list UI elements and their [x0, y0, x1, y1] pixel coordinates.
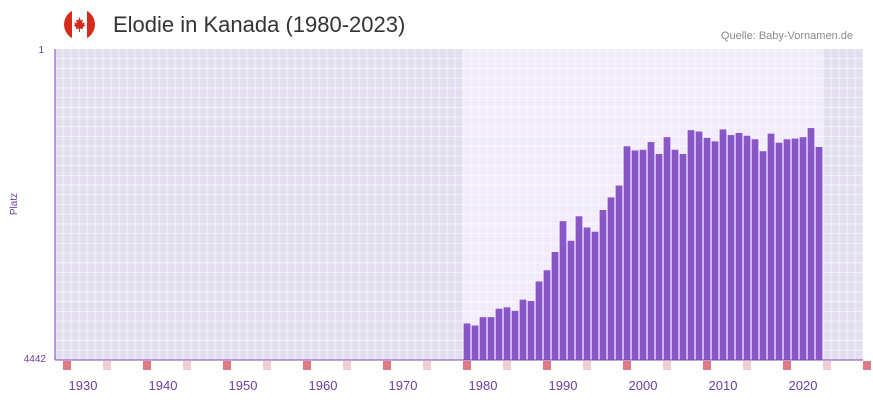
- year-marker-1993: [583, 361, 591, 370]
- year-marker-1998: [623, 361, 631, 370]
- bar-1998: [623, 146, 631, 360]
- bar-2011: [727, 135, 735, 360]
- year-marker-1983: [503, 361, 511, 370]
- bar-1981: [487, 317, 495, 360]
- bar-2015: [759, 151, 767, 360]
- year-marker-2023: [823, 361, 831, 370]
- year-marker-1978: [463, 361, 471, 370]
- bar-2020: [799, 137, 807, 360]
- year-marker-2008: [703, 361, 711, 370]
- bar-2013: [743, 135, 751, 360]
- bar-2012: [735, 132, 743, 360]
- bar-1984: [511, 310, 519, 360]
- year-marker-2018: [783, 361, 791, 370]
- year-marker-1968: [383, 361, 391, 370]
- bar-2008: [703, 137, 711, 360]
- bar-1990: [559, 221, 567, 360]
- year-marker-2028: [863, 361, 871, 370]
- bar-2016: [767, 133, 775, 360]
- x-tick-label-2010: 2010: [709, 378, 738, 393]
- year-marker-1928: [63, 361, 71, 370]
- year-marker-2013: [743, 361, 751, 370]
- year-marker-1943: [183, 361, 191, 370]
- year-marker-1933: [103, 361, 111, 370]
- year-marker-2003: [663, 361, 671, 370]
- bar-1999: [631, 150, 639, 360]
- bar-1995: [599, 209, 607, 360]
- bar-1983: [503, 307, 511, 360]
- bar-1989: [551, 252, 559, 360]
- x-tick-label-1940: 1940: [149, 378, 178, 393]
- x-tick-label-1980: 1980: [469, 378, 498, 393]
- x-tick-label-2020: 2020: [789, 378, 818, 393]
- bar-2005: [679, 153, 687, 360]
- bar-1996: [607, 197, 615, 360]
- year-marker-1938: [143, 361, 151, 370]
- bar-2010: [719, 129, 727, 360]
- x-tick-label-1950: 1950: [229, 378, 258, 393]
- bar-1980: [479, 317, 487, 360]
- bar-2006: [687, 130, 695, 360]
- x-tick-label-1990: 1990: [549, 378, 578, 393]
- y-tick-label-top: 1: [38, 45, 44, 56]
- bar-1986: [527, 301, 535, 360]
- bar-2019: [791, 138, 799, 360]
- bar-2007: [695, 131, 703, 360]
- bar-2021: [807, 128, 815, 360]
- y-tick-label-bottom: 4442: [24, 354, 47, 365]
- bar-1987: [535, 281, 543, 360]
- page-title: Elodie in Kanada (1980-2023): [113, 12, 406, 37]
- y-axis-label: Platz: [9, 193, 20, 215]
- source-credit: Quelle: Baby-Vornamen.de: [720, 30, 853, 42]
- bar-2004: [671, 149, 679, 360]
- x-tick-label-1930: 1930: [69, 378, 98, 393]
- bar-2002: [655, 153, 663, 360]
- bar-1982: [495, 308, 503, 360]
- bar-2022: [815, 146, 823, 360]
- bar-2017: [775, 142, 783, 360]
- bar-1994: [591, 231, 599, 360]
- bar-1979: [471, 325, 479, 360]
- x-tick-label-1970: 1970: [389, 378, 418, 393]
- bar-1992: [575, 216, 583, 360]
- bar-1985: [519, 299, 527, 360]
- bar-2003: [663, 137, 671, 360]
- year-marker-1973: [423, 361, 431, 370]
- year-marker-1963: [343, 361, 351, 370]
- bar-1978: [463, 323, 471, 360]
- year-marker-1988: [543, 361, 551, 370]
- bar-2001: [647, 142, 655, 360]
- bar-1997: [615, 185, 623, 360]
- bar-2018: [783, 139, 791, 360]
- year-marker-1948: [223, 361, 231, 370]
- bar-1991: [567, 240, 575, 360]
- x-tick-label-2000: 2000: [629, 378, 658, 393]
- bar-2014: [751, 139, 759, 360]
- canada-flag-icon: [64, 9, 95, 40]
- year-marker-1958: [303, 361, 311, 370]
- year-marker-1953: [263, 361, 271, 370]
- bar-2000: [639, 149, 647, 360]
- bar-1993: [583, 227, 591, 360]
- bar-2009: [711, 141, 719, 360]
- bar-1988: [543, 270, 551, 360]
- x-tick-label-1960: 1960: [309, 378, 338, 393]
